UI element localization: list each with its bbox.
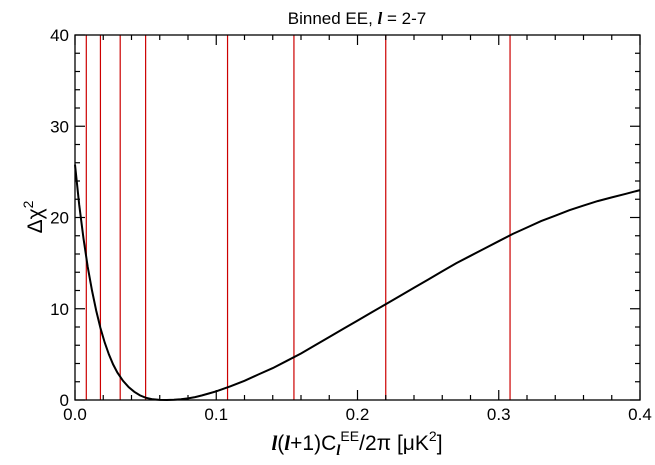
xlabel-mid: +1)C bbox=[290, 432, 336, 455]
x-tick-label: 0.0 bbox=[63, 405, 87, 424]
y-tick-label: 40 bbox=[50, 26, 69, 45]
y-tick-label: 0 bbox=[60, 391, 69, 410]
title-ell: l bbox=[378, 9, 383, 28]
chart-title: Binned EE, l = 2-7 bbox=[288, 9, 426, 28]
xlabel-ell2: l bbox=[284, 431, 290, 455]
title-prefix: Binned EE, bbox=[288, 9, 378, 28]
x-tick-label: 0.4 bbox=[628, 405, 652, 424]
bin-boundary-lines bbox=[85, 35, 511, 400]
y-tick-label: 20 bbox=[50, 209, 69, 228]
tick-labels: 0.0 0.1 0.2 0.3 0.4 0 10 20 30 40 bbox=[50, 26, 652, 424]
axis-ticks bbox=[74, 34, 641, 401]
xlabel-ell1: l bbox=[271, 431, 277, 455]
xlabel-close: ] bbox=[437, 432, 443, 455]
x-tick-label: 0.1 bbox=[204, 405, 228, 424]
xlabel-tail: /2π [μK bbox=[359, 432, 429, 455]
delta-chi2-curve bbox=[74, 164, 641, 402]
ylabel-base: Δχ bbox=[24, 208, 47, 233]
x-axis-label: l(l+1)ClEE/2π [μK2] bbox=[271, 428, 442, 459]
ylabel-sup: 2 bbox=[20, 200, 36, 208]
x-tick-label: 0.3 bbox=[487, 405, 511, 424]
plot-background bbox=[75, 35, 640, 400]
y-tick-label: 30 bbox=[50, 117, 69, 136]
x-tick-label: 0.2 bbox=[346, 405, 370, 424]
xlabel-open: ( bbox=[277, 432, 284, 455]
xlabel-sup: EE bbox=[340, 428, 359, 444]
y-axis-label: Δχ2 bbox=[20, 200, 47, 233]
title-suffix: = 2-7 bbox=[382, 9, 426, 28]
y-tick-label: 10 bbox=[50, 300, 69, 319]
xlabel-sq: 2 bbox=[429, 428, 437, 444]
xlabel-sub: l bbox=[336, 443, 341, 459]
